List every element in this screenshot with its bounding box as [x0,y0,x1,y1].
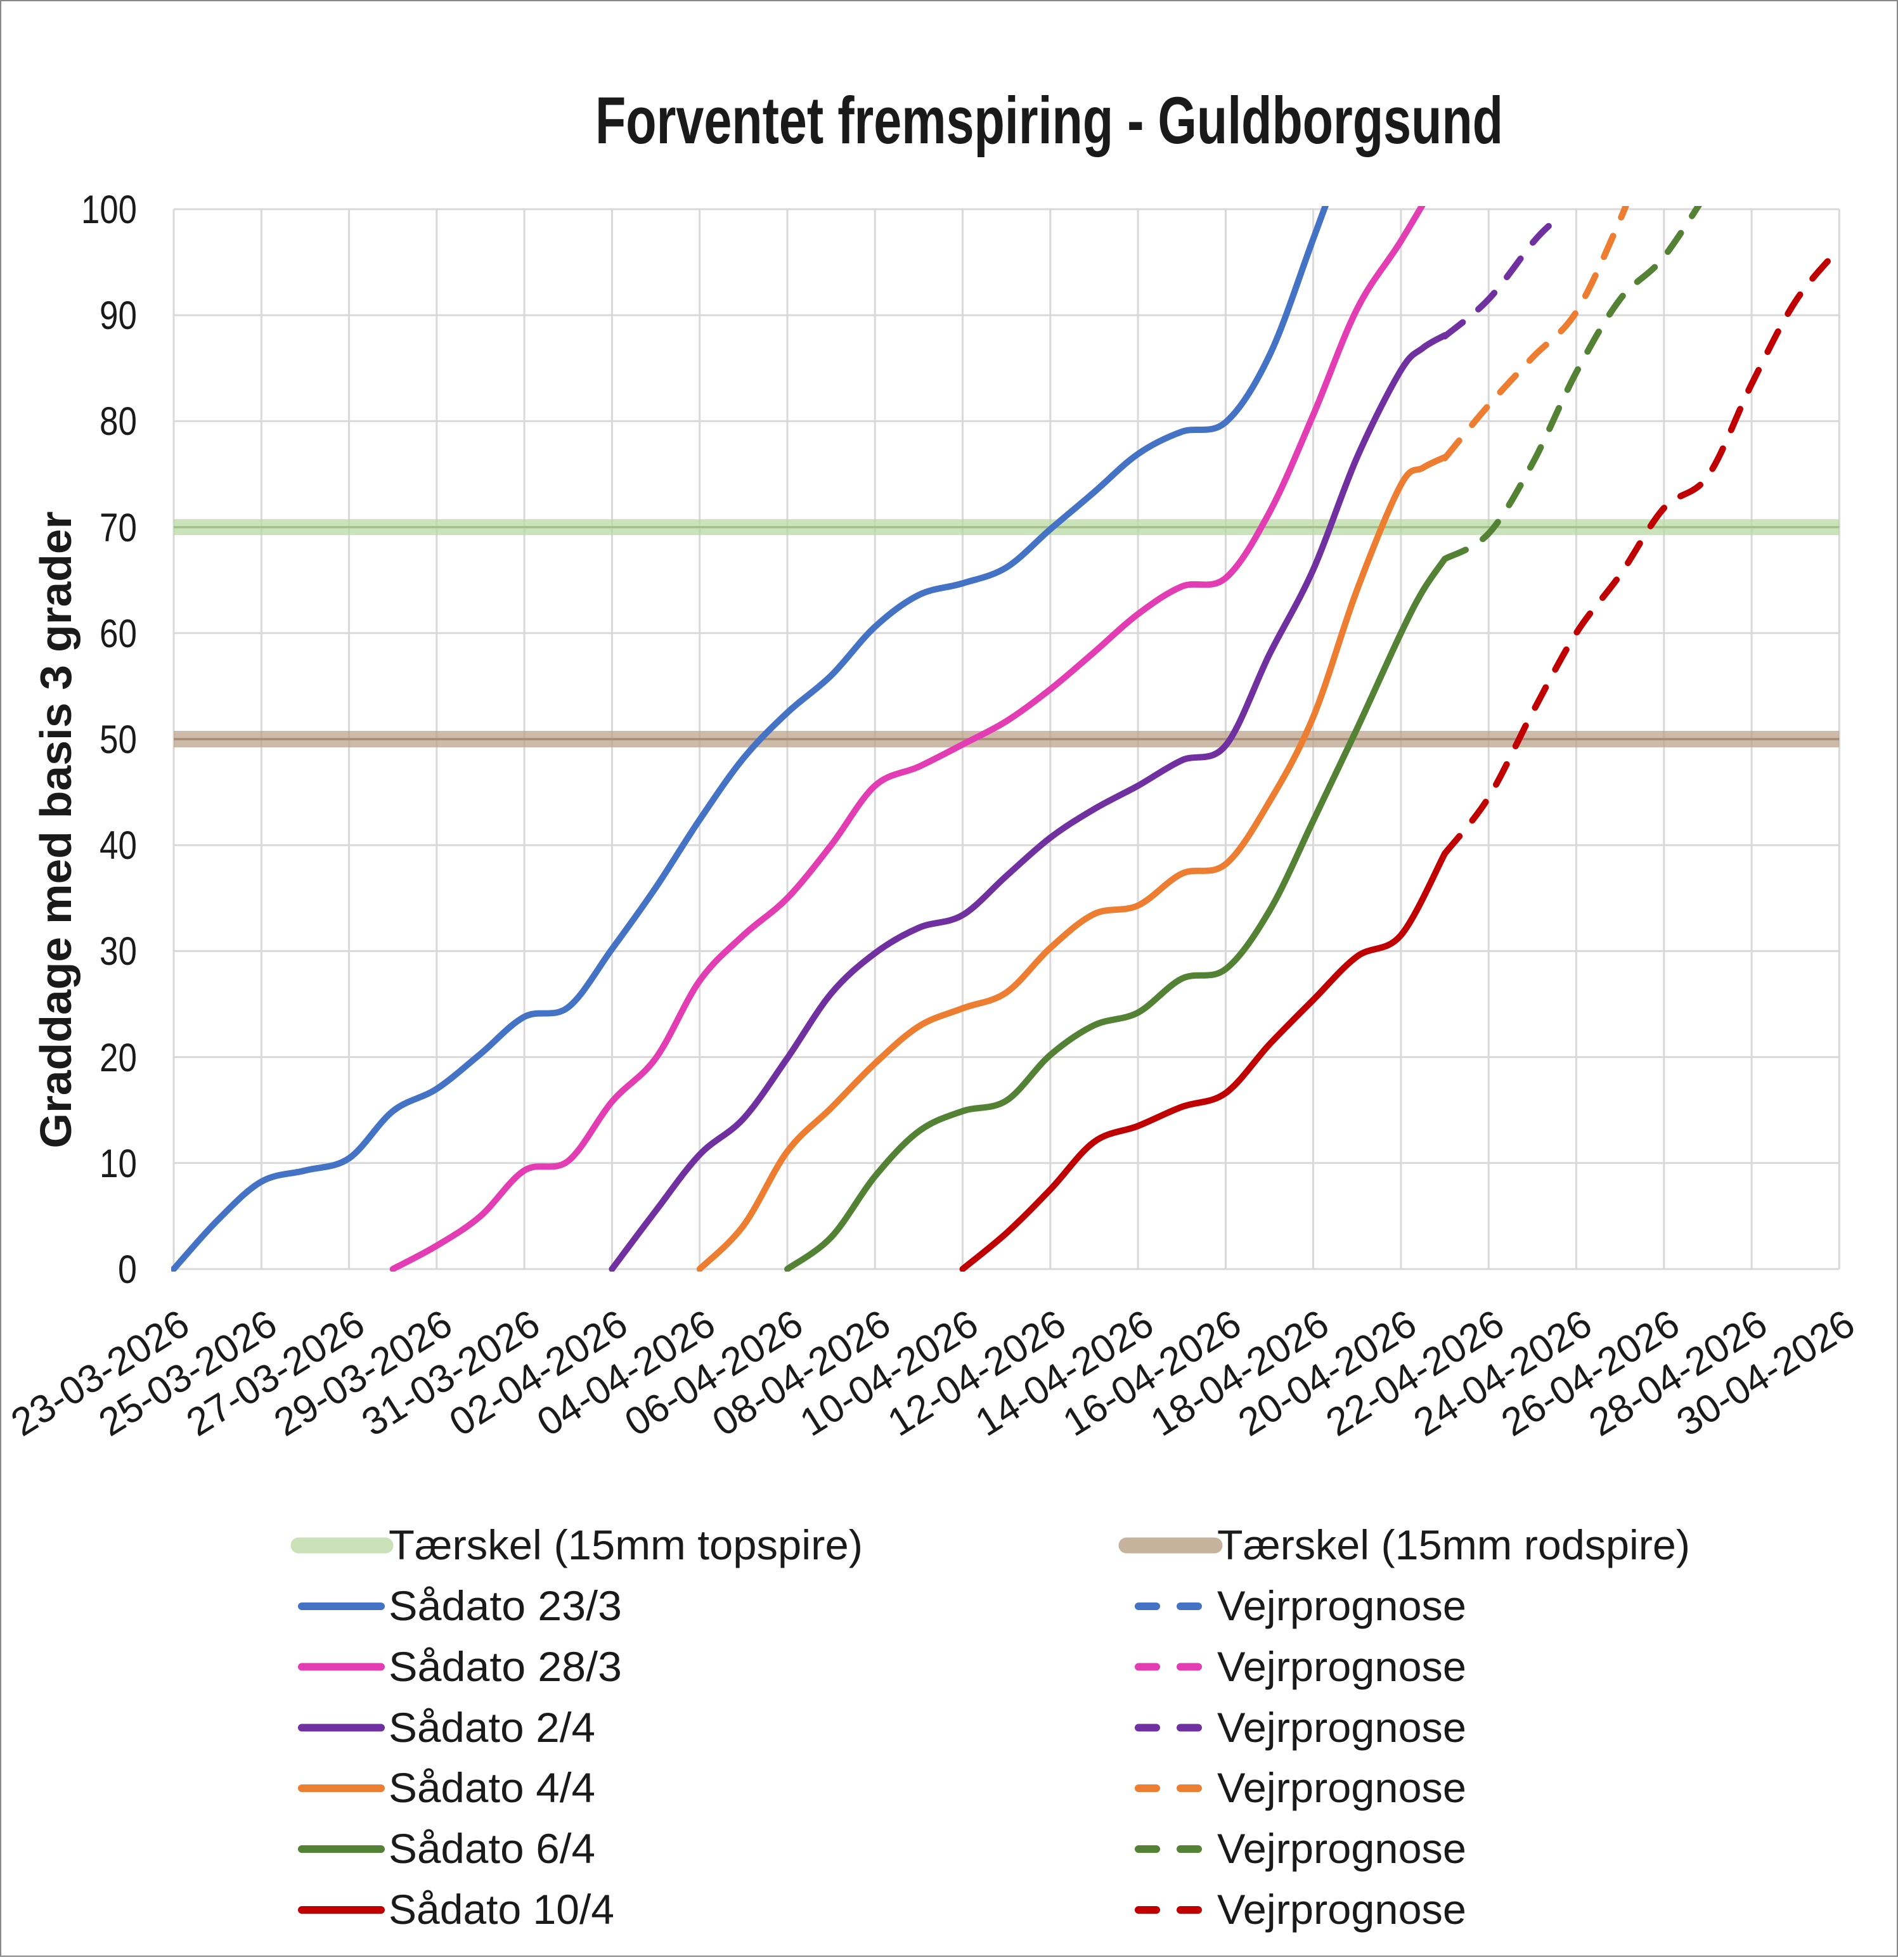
svg-text:Sådato 4/4: Sådato 4/4 [389,1764,595,1811]
svg-text:50: 50 [100,718,137,762]
svg-text:Sådato 6/4: Sådato 6/4 [389,1825,595,1872]
svg-text:Tærskel (15mm topspire): Tærskel (15mm topspire) [389,1521,863,1568]
svg-text:Forventet fremspiring - Guldbo: Forventet fremspiring - Guldborgsund [595,84,1503,158]
svg-text:40: 40 [100,823,137,868]
svg-text:80: 80 [100,399,137,444]
svg-text:Vejrprognose: Vejrprognose [1217,1704,1466,1751]
svg-text:100: 100 [81,188,137,232]
svg-text:Vejrprognose: Vejrprognose [1217,1825,1466,1872]
svg-text:70: 70 [100,506,137,550]
svg-text:Sådato 10/4: Sådato 10/4 [389,1886,614,1933]
svg-text:Vejrprognose: Vejrprognose [1217,1643,1466,1690]
svg-text:20: 20 [100,1036,137,1080]
svg-text:Sådato 28/3: Sådato 28/3 [389,1643,622,1690]
svg-text:Vejrprognose: Vejrprognose [1217,1886,1466,1933]
svg-text:Sådato 23/3: Sådato 23/3 [389,1582,622,1629]
svg-text:Graddage med basis 3 grader: Graddage med basis 3 grader [31,512,81,1149]
svg-text:0: 0 [118,1248,137,1292]
svg-text:90: 90 [100,293,137,338]
svg-text:10: 10 [100,1142,137,1186]
svg-text:Vejrprognose: Vejrprognose [1217,1764,1466,1811]
svg-text:Tærskel (15mm rodspire): Tærskel (15mm rodspire) [1217,1521,1690,1568]
svg-text:Vejrprognose: Vejrprognose [1217,1582,1466,1629]
svg-text:60: 60 [100,612,137,656]
svg-text:30: 30 [100,929,137,974]
svg-text:Sådato 2/4: Sådato 2/4 [389,1704,595,1751]
